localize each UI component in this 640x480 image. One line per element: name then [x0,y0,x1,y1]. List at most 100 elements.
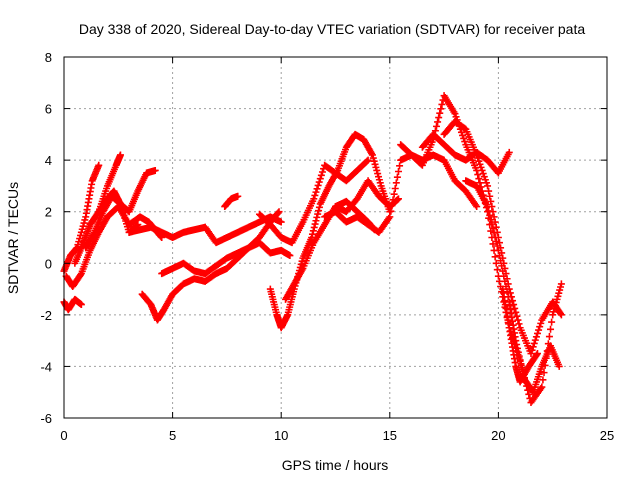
x-tick-label: 25 [600,428,614,443]
series-sat-h [158,239,294,278]
data-point-trail [312,188,320,196]
chart-title: Day 338 of 2020, Sidereal Day-to-day VTE… [79,21,586,37]
data-point-trail [311,191,319,199]
data-point-trail [317,171,325,179]
data-point-trail [493,242,501,250]
y-axis-label: SDTVAR / TECUs [5,182,21,294]
data-point-trail [437,105,445,113]
grid [64,57,607,418]
data-point-trail [501,277,509,285]
data-point-trail [313,185,321,193]
data-point-trail [490,229,498,237]
data-point-trail [528,346,536,354]
data-point-trail [391,185,399,193]
data-point-trail [438,100,446,108]
data-point-trail [314,210,322,218]
data-point [494,246,502,254]
data-point-trail [492,259,500,267]
data-point-trail [548,318,556,326]
plot-frame [63,56,608,419]
data-point-trail [530,339,538,347]
data-point [484,203,492,211]
data-point-trail [536,323,544,331]
data-point-trail [474,171,482,179]
data-point [116,151,124,159]
data-point [286,252,294,260]
data-point-trail [514,316,522,324]
data-point-trail [497,257,505,265]
series-sat-p [397,92,565,407]
data-point [527,350,535,358]
data-point-trail [396,162,404,170]
x-ticks: 0 5 10 15 20 25 [60,57,614,443]
data-point-trail [475,175,483,183]
data-point [557,280,565,288]
data-point-trail [491,233,499,241]
y-tick-label: 0 [45,256,52,271]
data-point-trail [506,289,514,297]
data-point-trail [499,267,507,275]
data-point-trail [533,351,541,359]
series-sat-j [221,192,242,211]
data-point [533,350,541,358]
y-tick-label: -4 [40,359,52,374]
series-sat-s [462,177,563,396]
data-point-trail [514,344,522,352]
data-point-trail [535,326,543,334]
data-point-trail [432,122,440,130]
data-point-trail [390,190,398,198]
data-point [371,226,379,234]
data-point-trail [392,179,400,187]
data-point [555,362,563,370]
data-point-trail [487,216,495,224]
data-point-trail [309,227,317,235]
data-point-trail [529,343,537,351]
data-point-trail [514,348,522,356]
data-point-trail [512,308,520,316]
data-point-trail [503,288,511,296]
data-point-trail [363,157,371,165]
data-point [364,156,372,164]
data-point-trail [498,262,506,270]
data-point-trail [525,390,533,398]
data-point-trail [557,310,565,318]
data-point-trail [485,207,493,215]
series-sat-g [138,208,283,324]
x-axis-label: GPS time / hours [282,457,389,473]
data-point-trail [509,297,517,305]
y-tick-label: -6 [40,411,52,426]
data-point-trail [510,301,518,309]
data-point-trail [313,213,321,221]
data-point [557,311,565,319]
data-point [77,301,85,309]
data-point-trail [495,252,503,260]
y-tick-label: 8 [45,50,52,65]
data-point-trail [513,312,521,320]
y-tick-label: -2 [40,308,52,323]
y-ticks: -6 -4 -2 0 2 4 6 8 [40,50,607,426]
data-point-trail [488,220,496,228]
y-tick-label: 6 [45,102,52,117]
data-point [484,182,492,190]
data-point [512,337,520,345]
data-point-trail [318,168,326,176]
series-sat-t [499,285,541,386]
data-point-trail [389,196,397,204]
data-point-trail [517,360,525,368]
series-sat-n [321,151,481,236]
data-point-trail [436,109,444,117]
data-point-trail [531,336,539,344]
data-point-trail [487,197,495,205]
series-sat-a [60,161,103,275]
data-point [234,192,242,200]
data-point [538,383,546,391]
data-point-trail [434,118,442,126]
x-tick-label: 10 [274,428,288,443]
x-tick-label: 5 [169,428,176,443]
x-tick-label: 0 [60,428,67,443]
data-point-trail [492,223,500,231]
series-sat-b [60,295,85,314]
data-point-trail [545,333,553,341]
data-point-trail [312,217,320,225]
data-point [394,195,402,203]
